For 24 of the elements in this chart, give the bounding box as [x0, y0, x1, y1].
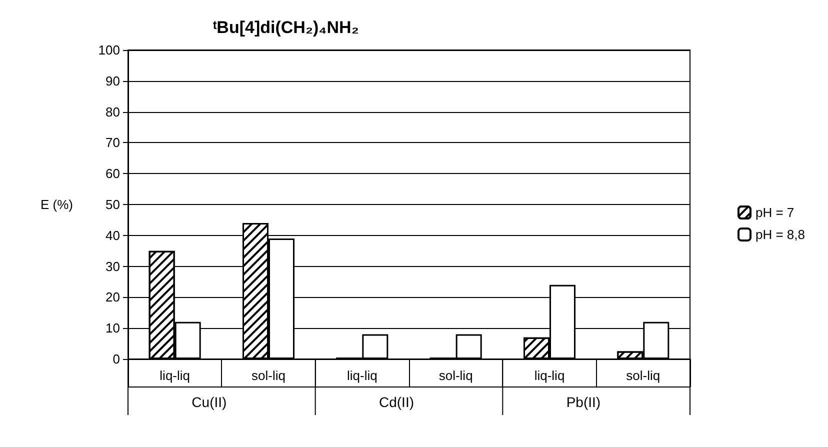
y-tick-label: 40: [106, 228, 120, 243]
text: Cu(II): [192, 394, 227, 410]
legend-label: pH = 7: [755, 205, 794, 220]
y-tick-label: 0: [112, 352, 120, 366]
x-tick-label: liq-liq: [160, 368, 190, 383]
legend-label: pH = 8,8: [755, 227, 806, 242]
y-axis-title: E (%): [40, 197, 73, 212]
x-tick-label: sol-liq: [626, 368, 660, 383]
chart-title: ᵗBu[4]di(CH₂)₄NH₂: [213, 18, 359, 37]
text: Pb(II): [566, 394, 601, 410]
text: Cd(II): [379, 394, 414, 410]
y-tick-label: 80: [106, 104, 120, 120]
y-tick-label: 10: [106, 320, 120, 336]
y-tick-label: 60: [106, 166, 120, 182]
y-tick-label: 90: [106, 73, 120, 88]
y-tick-label: 30: [106, 258, 120, 274]
x-tick-label: liq-liq: [346, 368, 378, 383]
y-tick-label: 100: [98, 42, 120, 58]
x-tick-label: sol-liq: [252, 368, 286, 383]
x-tick-label: liq-liq: [534, 368, 565, 383]
y-tick-label: 50: [106, 197, 120, 212]
y-tick-label: 70: [106, 135, 120, 150]
y-tick-label: 20: [106, 290, 120, 305]
x-tick-label: sol-liq: [438, 368, 473, 383]
